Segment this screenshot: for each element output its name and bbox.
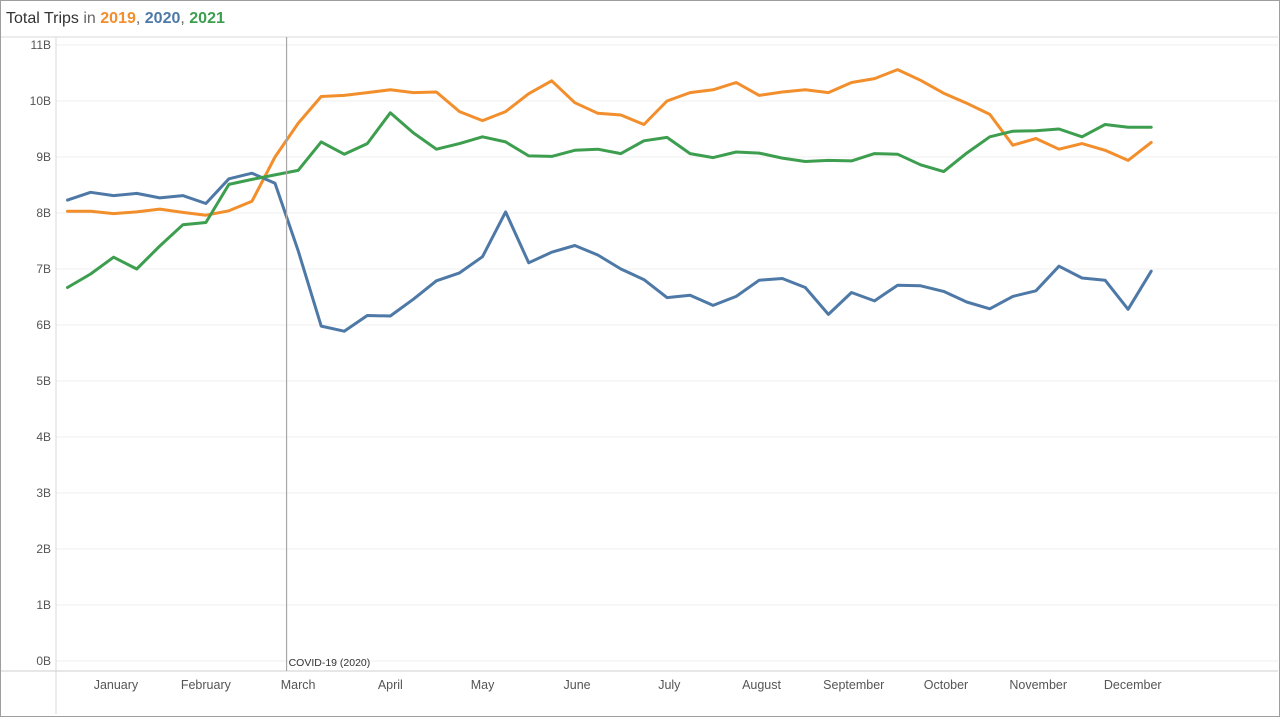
title-prefix: Total Trips — [6, 10, 79, 27]
series-line-2019 — [66, 68, 1153, 217]
y-tick-label: 0B — [36, 654, 51, 668]
y-tick-label: 6B — [36, 318, 51, 332]
x-tick-label: July — [658, 678, 681, 692]
series-line-2021 — [66, 111, 1153, 289]
x-tick-label: March — [281, 678, 316, 692]
x-tick-label: August — [742, 678, 781, 692]
annotation-label: COVID-19 (2020) — [289, 657, 371, 669]
x-tick-label: November — [1009, 678, 1067, 692]
y-tick-label: 11B — [31, 38, 51, 52]
x-tick-label: January — [94, 678, 139, 692]
y-tick-label: 2B — [36, 542, 51, 556]
title-year-2021: 2021 — [189, 10, 225, 27]
title-year-2020: 2020 — [144, 10, 181, 27]
title-connector: in — [83, 10, 96, 27]
x-tick-label: February — [181, 678, 232, 692]
y-tick-label: 5B — [36, 374, 51, 388]
x-tick-label: June — [564, 678, 591, 692]
y-tick-label: 10B — [30, 94, 51, 108]
x-tick-label: April — [378, 678, 403, 692]
chart-title: Total Trips in 2019, 2020, 2021 — [6, 8, 225, 30]
y-tick-label: 4B — [36, 430, 51, 444]
y-tick-label: 1B — [36, 598, 51, 612]
x-tick-label: May — [471, 678, 495, 692]
y-tick-label: 9B — [36, 150, 51, 164]
series-line-2020 — [66, 171, 1153, 333]
y-tick-label: 8B — [36, 206, 51, 220]
title-separator: , — [180, 10, 185, 27]
title-year-2019: 2019 — [100, 10, 136, 27]
x-tick-label: September — [823, 678, 884, 692]
x-tick-label: October — [924, 678, 968, 692]
title-separator: , — [135, 10, 141, 27]
y-tick-label: 3B — [36, 486, 51, 500]
y-tick-label: 7B — [36, 262, 51, 276]
x-tick-label: December — [1104, 678, 1162, 692]
